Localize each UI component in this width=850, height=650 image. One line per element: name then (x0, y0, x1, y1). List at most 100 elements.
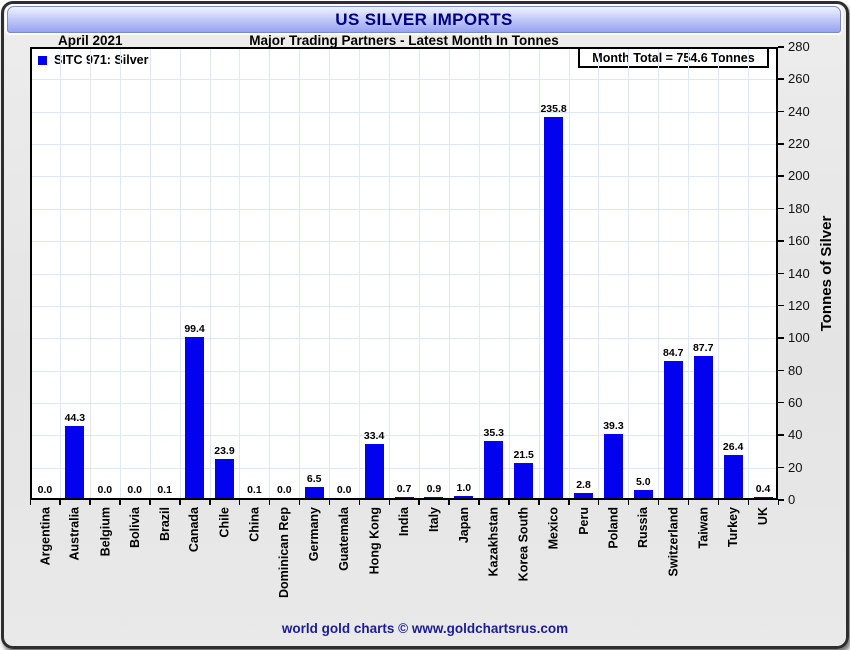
gridline (718, 49, 720, 498)
x-tick (657, 500, 660, 505)
bar-value-label: 99.4 (184, 323, 205, 335)
x-tick (209, 500, 211, 505)
legend-label: SITC 971: Silver (54, 53, 149, 67)
y-tick (778, 337, 784, 339)
bar (185, 337, 205, 498)
gridline (32, 305, 776, 307)
x-tick-label: Canada (187, 507, 202, 553)
x-tick (687, 500, 690, 505)
x-tick-label: Taiwan (696, 507, 711, 549)
y-tick-label: 260 (788, 71, 810, 87)
y-tick (778, 466, 784, 469)
gridline (89, 49, 91, 498)
x-tick (358, 500, 361, 505)
gridline (688, 49, 690, 498)
bar-value-label: 39.3 (603, 420, 624, 432)
x-tick-label: Italy (426, 507, 441, 533)
gridline (299, 49, 301, 498)
y-tick-label: 0 (788, 492, 796, 507)
bar (514, 463, 534, 498)
bar-value-label: 87.7 (692, 342, 714, 354)
chart-subtitle: Major Trading Partners - Latest Month In… (249, 33, 559, 48)
gridline (32, 402, 776, 404)
x-tick-label: Guatemala (337, 507, 352, 571)
bar (304, 487, 324, 498)
bar-value-label: 0.0 (37, 484, 53, 496)
y-tick-label: 120 (788, 297, 810, 313)
y-tick-label: 60 (788, 394, 803, 410)
x-tick-label: Turkey (726, 507, 741, 548)
gridline (32, 208, 776, 210)
bar-value-label: 0.4 (755, 483, 771, 495)
bar-value-label: 0.7 (396, 483, 412, 495)
gridline (598, 49, 600, 498)
bar (214, 459, 234, 498)
y-tick (778, 143, 784, 145)
bar-value-label: 26.4 (722, 441, 744, 453)
x-tick (777, 500, 779, 505)
y-tick (778, 401, 784, 404)
x-tick (238, 500, 241, 505)
y-tick (778, 434, 784, 436)
x-tick-label: Poland (606, 507, 621, 549)
bar-value-label: 235.8 (540, 103, 567, 115)
gridline (478, 49, 480, 498)
bar (394, 497, 414, 498)
bar-value-label: 0.1 (247, 484, 262, 496)
x-tick-label: Switzerland (666, 507, 681, 577)
gridline (359, 49, 361, 498)
gridline (179, 49, 181, 498)
x-tick-label: Australia (67, 507, 82, 561)
gridline (32, 144, 776, 146)
gridline (568, 49, 570, 498)
gridline (538, 49, 540, 498)
gridline (389, 49, 391, 498)
x-tick (627, 500, 630, 505)
bar (574, 493, 594, 498)
x-tick-label: Russia (636, 507, 651, 548)
y-tick (778, 304, 784, 307)
gridline (32, 111, 776, 113)
bar-value-label: 0.1 (157, 484, 172, 496)
y-tick-label: 160 (788, 233, 810, 249)
footer-credit[interactable]: world gold charts © www.goldchartsrus.co… (281, 621, 569, 636)
gridline (628, 49, 630, 498)
y-tick (778, 78, 784, 80)
x-tick (59, 500, 61, 505)
y-tick-label: 100 (788, 330, 810, 346)
gridline (418, 49, 420, 498)
legend: SITC 971: Silver (38, 53, 149, 67)
y-tick-label: 180 (788, 200, 810, 216)
bar-value-label: 0.0 (336, 484, 352, 496)
gridline (32, 273, 776, 275)
x-tick (418, 500, 420, 505)
period-label: April 2021 (58, 33, 123, 48)
bar (544, 117, 564, 498)
bar-value-label: 6.5 (306, 473, 322, 485)
y-tick-label: 220 (788, 136, 810, 152)
gridline (508, 49, 510, 498)
y-tick (778, 499, 784, 501)
y-tick (778, 207, 784, 210)
x-tick (29, 500, 31, 505)
x-tick-label: Chile (217, 507, 232, 538)
y-tick-label: 140 (788, 265, 810, 281)
y-tick (778, 110, 784, 113)
bar (693, 356, 713, 498)
gridline (448, 49, 450, 498)
x-tick-label: Peru (576, 507, 591, 535)
gridline (32, 338, 776, 340)
x-tick (538, 500, 540, 505)
gridline (209, 49, 211, 498)
bar (723, 455, 743, 498)
x-tick-label: Korea South (516, 507, 531, 582)
x-tick (747, 500, 750, 505)
y-tick (778, 272, 784, 274)
gridline (269, 49, 271, 498)
gridline (32, 79, 776, 81)
bar-value-label: 0.0 (127, 484, 143, 496)
x-tick-label: China (247, 507, 262, 542)
gridline (119, 49, 121, 498)
x-tick-label: Bolivia (127, 507, 142, 548)
